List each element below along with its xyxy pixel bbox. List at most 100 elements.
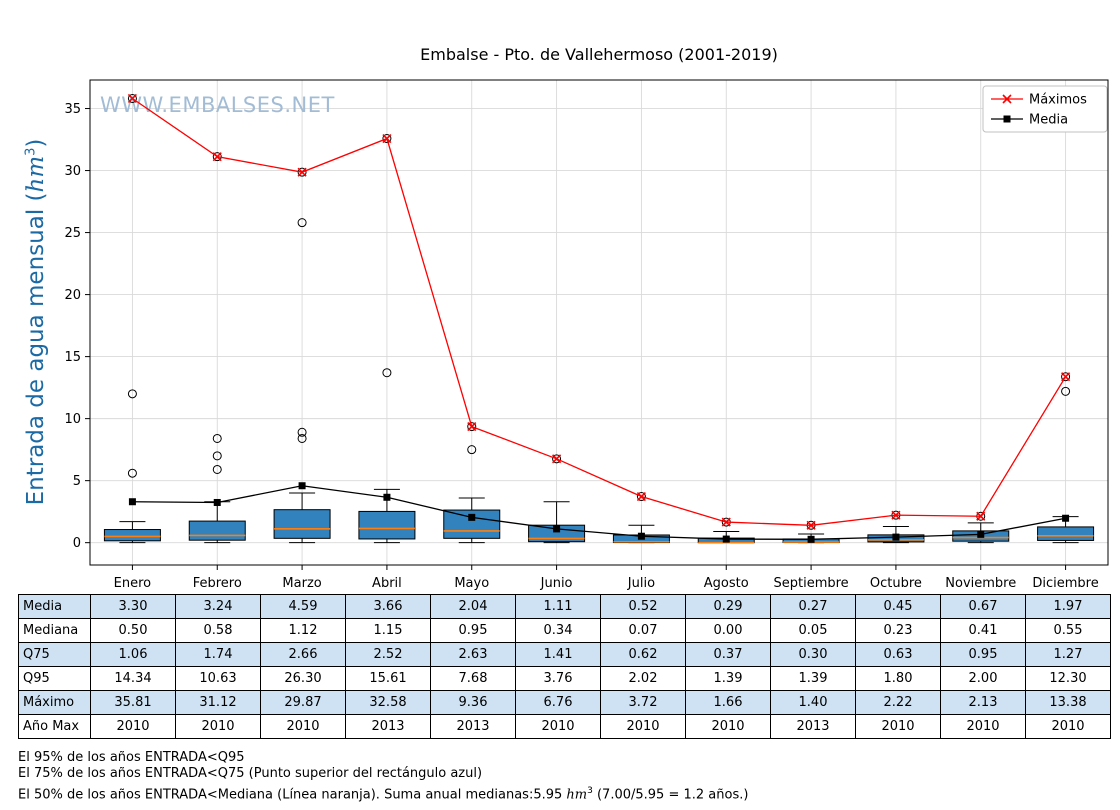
svg-text:Noviembre: Noviembre — [945, 576, 1016, 591]
table-cell: 0.34 — [515, 618, 601, 643]
table-cell: 0.07 — [600, 618, 686, 643]
table-cell: 2.04 — [430, 594, 516, 619]
outlier-points — [127, 93, 1071, 530]
svg-text:Mayo: Mayo — [454, 576, 489, 591]
table-cell: 1.40 — [770, 690, 856, 715]
footnote-mediana: El 50% de los años ENTRADA<Mediana (Líne… — [18, 786, 748, 802]
table-cell: 10.63 — [175, 666, 261, 691]
table-cell: 1.15 — [345, 618, 431, 643]
table-cell: 0.41 — [940, 618, 1026, 643]
table-cell: 2013 — [430, 714, 516, 739]
footnote3-sup: 3 — [587, 786, 593, 796]
chart-legend: Máximos Media — [982, 85, 1108, 133]
y-axis-label: Entrada de agua mensual (hm3) — [23, 139, 49, 506]
ylabel-sup: 3 — [23, 147, 39, 156]
svg-text:10: 10 — [64, 412, 81, 427]
table-cell: 1.97 — [1025, 594, 1111, 619]
table-row-label: Mediana — [18, 618, 91, 643]
media-series — [128, 482, 1070, 543]
table-cell: 9.36 — [430, 690, 516, 715]
table-cell: 14.34 — [90, 666, 176, 691]
table-cell: 2010 — [1025, 714, 1111, 739]
legend-label-media: Media — [1029, 113, 1068, 128]
table-row: Q75 1.06 1.74 2.66 2.52 2.63 1.41 0.62 0.37 0.30 0… — [18, 642, 1111, 667]
table-cell: 3.66 — [345, 594, 431, 619]
table-cell: 1.06 — [90, 642, 176, 667]
table-cell: 0.63 — [855, 642, 941, 667]
ylabel-close: ) — [23, 138, 49, 148]
table-row: Máximo 35.81 31.12 29.87 32.58 9.36 6.76 3.72 1.… — [18, 690, 1111, 715]
table-row: Q95 14.34 10.63 26.30 15.61 7.68 3.76 2.02 1.39 1… — [18, 666, 1111, 691]
table-cell: 32.58 — [345, 690, 431, 715]
table-cell: 0.62 — [600, 642, 686, 667]
table-cell: 2.66 — [260, 642, 346, 667]
table-cell: 1.12 — [260, 618, 346, 643]
boxplot-Junio — [528, 501, 586, 544]
svg-text:Abril: Abril — [372, 576, 402, 591]
table-cell: 13.38 — [1025, 690, 1111, 715]
svg-text:Marzo: Marzo — [282, 576, 321, 591]
table-cell: 2.02 — [600, 666, 686, 691]
svg-text:Agosto: Agosto — [704, 576, 749, 591]
table-cell: 29.87 — [260, 690, 346, 715]
plot-border — [89, 79, 1109, 566]
svg-text:Octubre: Octubre — [870, 576, 922, 591]
table-cell: 1.11 — [515, 594, 601, 619]
table-cell: 2.13 — [940, 690, 1026, 715]
table-cell: 31.12 — [175, 690, 261, 715]
ylabel-text: Entrada de agua mensual ( — [23, 192, 49, 506]
table-cell: 0.27 — [770, 594, 856, 619]
svg-text:Febrero: Febrero — [193, 576, 242, 591]
table-row: Media 3.30 3.24 4.59 3.66 2.04 1.11 0.52 0.29 0.2… — [18, 594, 1111, 619]
svg-text:Julio: Julio — [627, 576, 655, 591]
table-cell: 0.50 — [90, 618, 176, 643]
x-axis: Enero Febrero Marzo Abril Mayo Junio Julio Agos… — [114, 565, 1099, 591]
table-cell: 1.66 — [685, 690, 771, 715]
table-cell: 2010 — [90, 714, 176, 739]
svg-text:5: 5 — [73, 474, 81, 489]
ylabel-math: hm — [23, 155, 49, 193]
table-cell: 12.30 — [1025, 666, 1111, 691]
table-cell: 26.30 — [260, 666, 346, 691]
table-row: Año Max 2010 2010 2010 2013 2013 2010 2010 2010 2… — [18, 714, 1111, 739]
table-row-label: Media — [18, 594, 91, 619]
table-cell: 0.30 — [770, 642, 856, 667]
table-cell: 1.41 — [515, 642, 601, 667]
table-cell: 2013 — [770, 714, 856, 739]
gridlines — [90, 80, 1108, 565]
svg-text:35: 35 — [64, 102, 81, 117]
table-cell: 3.76 — [515, 666, 601, 691]
table-cell: 2010 — [260, 714, 346, 739]
table-cell: 15.61 — [345, 666, 431, 691]
svg-text:Enero: Enero — [114, 576, 152, 591]
table-row: Mediana 0.50 0.58 1.12 1.15 0.95 0.34 0.07 0.00 0… — [18, 618, 1111, 643]
table-cell: 35.81 — [90, 690, 176, 715]
table-cell: 1.39 — [770, 666, 856, 691]
table-cell: 1.80 — [855, 666, 941, 691]
table-cell: 6.76 — [515, 690, 601, 715]
table-cell: 2.00 — [940, 666, 1026, 691]
footnote3-post: (7.00/5.95 = 1.2 años.) — [592, 787, 749, 803]
table-row-label: Q95 — [18, 666, 91, 691]
table-cell: 0.45 — [855, 594, 941, 619]
table-row-label: Año Max — [18, 714, 91, 739]
maximos-series — [127, 93, 1071, 530]
table-cell: 2010 — [940, 714, 1026, 739]
table-body: Media 3.30 3.24 4.59 3.66 2.04 1.11 0.52 0.29 0.2… — [18, 594, 1111, 739]
table-cell: 1.74 — [175, 642, 261, 667]
svg-text:Septiembre: Septiembre — [773, 576, 848, 591]
svg-text:Diciembre: Diciembre — [1032, 576, 1098, 591]
footnote3-pre: El 50% de los años ENTRADA<Mediana (Líne… — [18, 787, 567, 803]
table-cell: 0.55 — [1025, 618, 1111, 643]
table-cell: 0.95 — [430, 618, 516, 643]
table-cell: 0.52 — [600, 594, 686, 619]
table-cell: 0.37 — [685, 642, 771, 667]
table-cell: 2010 — [685, 714, 771, 739]
table-cell: 3.24 — [175, 594, 261, 619]
svg-text:30: 30 — [64, 164, 81, 179]
data-table: Media 3.30 3.24 4.59 3.66 2.04 1.11 0.52 0.29 0.2… — [18, 594, 1111, 739]
boxplot-Febrero — [188, 501, 246, 544]
y-axis: 0 5 10 15 20 25 30 35 — [64, 102, 90, 551]
footnote3-math: hm — [566, 787, 588, 803]
